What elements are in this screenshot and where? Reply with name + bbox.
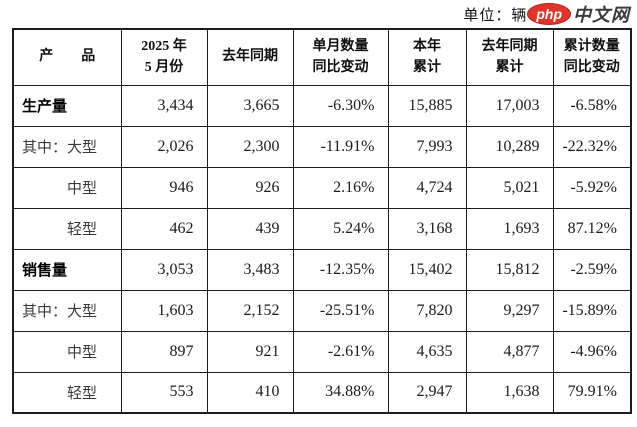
value-cell: 3,168 — [387, 207, 467, 250]
value-cell: 87.12% — [552, 207, 632, 250]
value-cell: 921 — [206, 330, 294, 373]
column-header-last-year-ytd: 去年同期 累计 — [465, 28, 554, 86]
value-cell: -22.32% — [552, 125, 632, 168]
value-cell: 5.24% — [292, 207, 389, 250]
column-header-ytd: 本年 累计 — [387, 28, 467, 86]
value-cell: -6.30% — [292, 84, 389, 127]
value-cell: -2.59% — [552, 248, 632, 291]
value-cell: 17,003 — [465, 84, 554, 127]
value-cell: 9,297 — [465, 289, 554, 332]
value-cell: 4,635 — [387, 330, 467, 373]
value-cell: 7,993 — [387, 125, 467, 168]
value-cell: -15.89% — [552, 289, 632, 332]
value-cell: 1,693 — [465, 207, 554, 250]
value-cell: 3,434 — [120, 84, 208, 127]
table-header-row: 产 品 2025 年 5 月份 去年同期 单月数量 同比变动 本年 累计 去年同… — [12, 28, 632, 86]
column-header-monthly-yoy: 单月数量 同比变动 — [292, 28, 389, 86]
table-row-production: 生产量 3,434 3,665 -6.30% 15,885 17,003 -6.… — [12, 84, 632, 127]
php-logo-badge: php — [527, 3, 571, 25]
value-cell: -4.96% — [552, 330, 632, 373]
column-header-month: 2025 年 5 月份 — [120, 28, 208, 86]
row-label: 其中：大型 — [12, 289, 122, 332]
row-label: 其中：大型 — [12, 125, 122, 168]
table-row-sales: 销售量 3,053 3,483 -12.35% 15,402 15,812 -2… — [12, 248, 632, 291]
unit-label: 单位：辆 — [463, 6, 528, 24]
column-header-ytd-yoy: 累计数量 同比变动 — [552, 28, 632, 86]
value-cell: 439 — [206, 207, 294, 250]
value-cell: -2.61% — [292, 330, 389, 373]
value-cell: 15,885 — [387, 84, 467, 127]
value-cell: -6.58% — [552, 84, 632, 127]
value-cell: 946 — [120, 166, 208, 209]
value-cell: -11.91% — [292, 125, 389, 168]
value-cell: 5,021 — [465, 166, 554, 209]
value-cell: 4,724 — [387, 166, 467, 209]
column-header-product: 产 品 — [12, 28, 122, 86]
value-cell: 4,877 — [465, 330, 554, 373]
table-row-sales-medium: 中型 897 921 -2.61% 4,635 4,877 -4.96% — [12, 330, 632, 373]
value-cell: 926 — [206, 166, 294, 209]
value-cell: 2,152 — [206, 289, 294, 332]
top-bar: 单位：辆 php 中文网 — [0, 0, 637, 28]
value-cell: 3,665 — [206, 84, 294, 127]
value-cell: 1,638 — [465, 371, 554, 414]
row-label: 中型 — [12, 330, 122, 373]
value-cell: -12.35% — [292, 248, 389, 291]
value-cell: 410 — [206, 371, 294, 414]
site-logo: php 中文网 — [527, 1, 630, 27]
table-row-production-medium: 中型 946 926 2.16% 4,724 5,021 -5.92% — [12, 166, 632, 209]
value-cell: 3,483 — [206, 248, 294, 291]
row-label: 中型 — [12, 166, 122, 209]
value-cell: 15,812 — [465, 248, 554, 291]
value-cell: 553 — [120, 371, 208, 414]
value-cell: 3,053 — [120, 248, 208, 291]
value-cell: 897 — [120, 330, 208, 373]
value-cell: 1,603 — [120, 289, 208, 332]
value-cell: 2,947 — [387, 371, 467, 414]
column-header-last-year: 去年同期 — [206, 28, 294, 86]
row-label: 销售量 — [12, 248, 122, 291]
table-row-production-large: 其中：大型 2,026 2,300 -11.91% 7,993 10,289 -… — [12, 125, 632, 168]
value-cell: 10,289 — [465, 125, 554, 168]
row-label: 轻型 — [12, 371, 122, 414]
production-sales-table: 产 品 2025 年 5 月份 去年同期 单月数量 同比变动 本年 累计 去年同… — [12, 28, 632, 414]
value-cell: 15,402 — [387, 248, 467, 291]
value-cell: 34.88% — [292, 371, 389, 414]
table-row-sales-light: 轻型 553 410 34.88% 2,947 1,638 79.91% — [12, 371, 632, 414]
value-cell: 462 — [120, 207, 208, 250]
value-cell: 2,300 — [206, 125, 294, 168]
logo-site-text: 中文网 — [573, 5, 630, 25]
row-label: 生产量 — [12, 84, 122, 127]
value-cell: 79.91% — [552, 371, 632, 414]
value-cell: -5.92% — [552, 166, 632, 209]
value-cell: 2,026 — [120, 125, 208, 168]
value-cell: 2.16% — [292, 166, 389, 209]
table-row-production-light: 轻型 462 439 5.24% 3,168 1,693 87.12% — [12, 207, 632, 250]
table-row-sales-large: 其中：大型 1,603 2,152 -25.51% 7,820 9,297 -1… — [12, 289, 632, 332]
value-cell: 7,820 — [387, 289, 467, 332]
row-label: 轻型 — [12, 207, 122, 250]
value-cell: -25.51% — [292, 289, 389, 332]
